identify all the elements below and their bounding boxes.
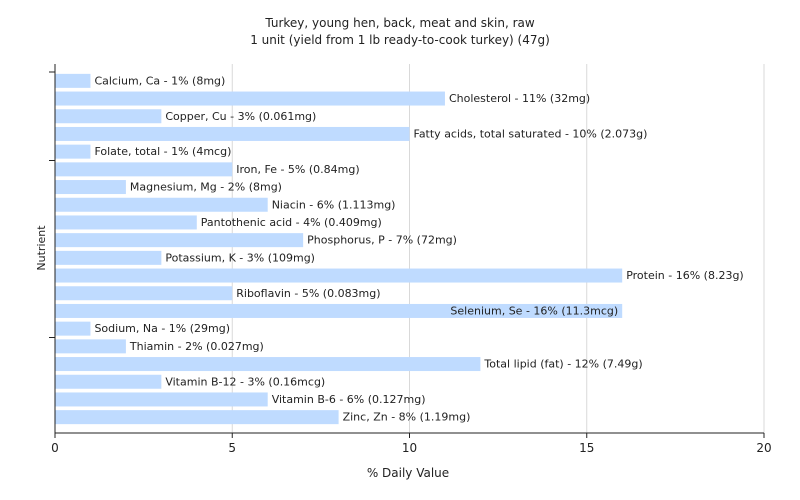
- bar-label: Sodium, Na - 1% (29mg): [94, 322, 230, 335]
- x-tick-label: 10: [402, 441, 417, 455]
- x-tick-label: 20: [756, 441, 771, 455]
- bar: [55, 91, 445, 106]
- bar: [55, 162, 233, 177]
- labels-layer: Calcium, Ca - 1% (8mg) Cholesterol - 11% …: [94, 74, 743, 423]
- bar: [55, 109, 162, 124]
- bar: [55, 215, 197, 230]
- bar-label: Vitamin B-12 - 3% (0.16mcg): [165, 375, 325, 388]
- bar-label: Copper, Cu - 3% (0.061mg): [165, 110, 316, 123]
- bar: [55, 250, 162, 265]
- bar: [55, 197, 268, 212]
- bar-label: Selenium, Se - 16% (11.3mcg): [450, 304, 618, 317]
- bar-label: Niacin - 6% (1.113mg): [272, 198, 396, 211]
- bar: [55, 303, 623, 318]
- bar-label: Potassium, K - 3% (109mg): [165, 251, 315, 264]
- bar: [55, 233, 304, 248]
- bar: [55, 374, 162, 389]
- bar-label: Calcium, Ca - 1% (8mg): [94, 74, 225, 87]
- bar-label: Iron, Fe - 5% (0.84mg): [236, 163, 359, 176]
- grid-layer: [231, 64, 765, 433]
- bar: [55, 321, 91, 336]
- bars-layer: [55, 73, 623, 425]
- bar-label: Total lipid (fat) - 12% (7.49g): [483, 358, 642, 371]
- bar-label: Folate, total - 1% (4mcg): [94, 145, 231, 158]
- bar-label: Thiamin - 2% (0.027mg): [129, 340, 264, 353]
- bar-label: Phosphorus, P - 7% (72mg): [307, 234, 457, 247]
- bar-label: Riboflavin - 5% (0.083mg): [236, 287, 380, 300]
- bar-label: Protein - 16% (8.23g): [626, 269, 744, 282]
- bar: [55, 339, 126, 354]
- bar-label: Vitamin B-6 - 6% (0.127mg): [272, 393, 426, 406]
- bar: [55, 73, 91, 88]
- bar-label: Magnesium, Mg - 2% (8mg): [130, 181, 282, 194]
- x-tick-label: 5: [228, 441, 236, 455]
- bar: [55, 357, 481, 372]
- bar-label: Cholesterol - 11% (32mg): [449, 92, 590, 105]
- y-axis-label: Nutrient: [35, 225, 48, 271]
- x-tick-label: 0: [51, 441, 59, 455]
- bar: [55, 180, 126, 195]
- x-tick-label: 15: [579, 441, 594, 455]
- bar: [55, 286, 233, 301]
- bar: [55, 144, 91, 159]
- bar: [55, 410, 339, 425]
- chart-title: Turkey, young hen, back, meat and skin, …: [264, 16, 535, 30]
- bar-label: Pantothenic acid - 4% (0.409mg): [201, 216, 382, 229]
- axis-layer: 0 5 10 15 20: [49, 64, 772, 455]
- chart-subtitle: 1 unit (yield from 1 lb ready-to-cook tu…: [250, 33, 550, 47]
- bar: [55, 268, 623, 283]
- bar-label: Fatty acids, total saturated - 10% (2.07…: [414, 127, 648, 140]
- bar-label: Zinc, Zn - 8% (1.19mg): [343, 411, 471, 424]
- x-axis-label: % Daily Value: [367, 466, 449, 480]
- bar: [55, 392, 268, 407]
- bar: [55, 126, 410, 141]
